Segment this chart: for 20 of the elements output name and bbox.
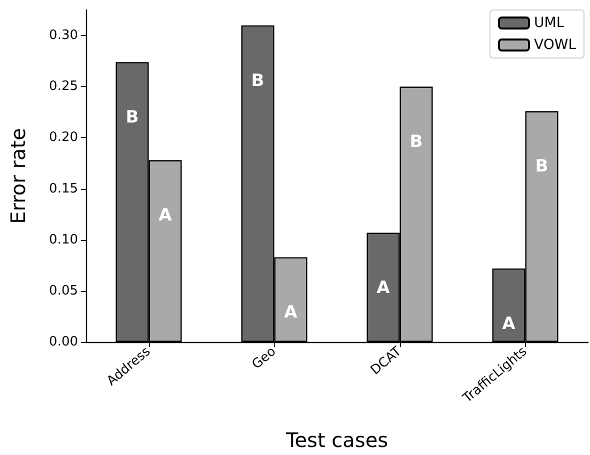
x-axis-title: Test cases [284,428,388,452]
data-label: A [284,302,298,323]
y-tick-label: 0.10 [49,232,78,248]
y-tick-label: 0.30 [49,28,78,44]
y-tick-label: 0.20 [49,130,78,146]
legend-label: VOWL [534,37,576,53]
data-label: A [502,314,516,334]
y-tick-label: 0.25 [49,79,78,94]
y-tick-label: 0.15 [49,181,78,196]
data-label: B [535,156,548,177]
legend-label: UML [534,15,564,31]
data-label: B [410,132,423,152]
data-label: A [376,278,391,298]
data-label: B [126,108,139,128]
y-axis-title: Error rate [6,128,30,224]
data-label: B [251,70,264,91]
y-tick-label: 0.00 [49,334,78,350]
y-tick-label: 0.05 [49,283,78,298]
x-tick-label: Geo [249,344,280,372]
data-label: A [158,206,173,226]
